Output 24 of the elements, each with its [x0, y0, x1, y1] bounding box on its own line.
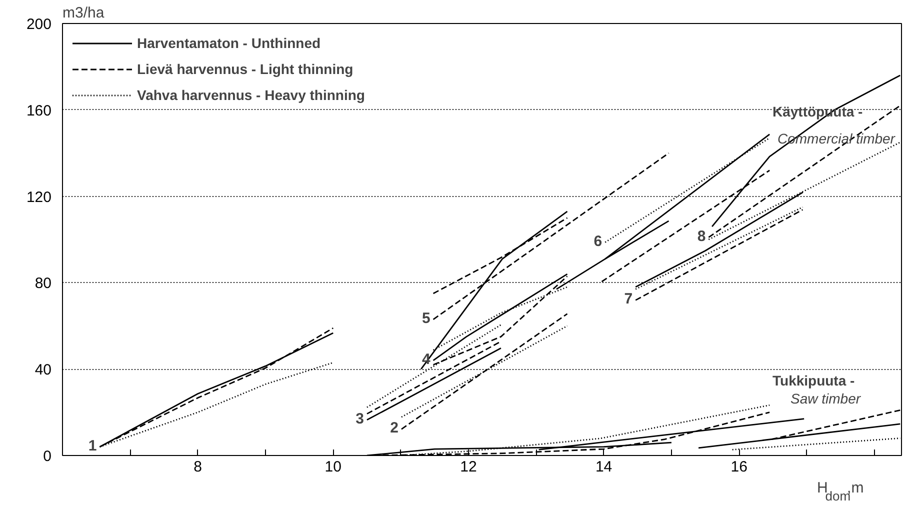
legend-label: Harventamaton - Unthinned: [137, 35, 321, 51]
x-tick-label: 12: [460, 458, 477, 476]
y-tick-label: 160: [26, 102, 52, 120]
x-tick-label: 16: [730, 458, 748, 476]
y-tick-label: 200: [26, 16, 52, 33]
y-tick-label: 80: [34, 275, 52, 292]
annotation: 1: [88, 437, 97, 454]
annotation: 6: [594, 232, 602, 250]
x-tick-label: 8: [194, 458, 202, 476]
annotation: Tukkipuuta -: [772, 372, 856, 388]
x-tick-label: 10: [324, 458, 342, 476]
y-tick-label: 120: [26, 188, 52, 206]
y-tick-label: 40: [34, 362, 52, 379]
annotation: 5: [422, 310, 430, 327]
annotation: 3: [356, 410, 364, 428]
y-axis-title: m3/ha: [62, 4, 105, 22]
x-tick-label: 14: [595, 458, 612, 476]
y-tick-label: 0: [43, 448, 52, 465]
annotation: Saw timber: [790, 390, 862, 406]
annotation: 7: [624, 290, 633, 308]
annotation: 8: [697, 228, 706, 245]
legend-label: Vahva harvennus - Heavy thinning: [137, 87, 365, 103]
legend-label: Lievä harvennus - Light thinning: [137, 61, 354, 77]
annotation: 2: [390, 420, 398, 437]
